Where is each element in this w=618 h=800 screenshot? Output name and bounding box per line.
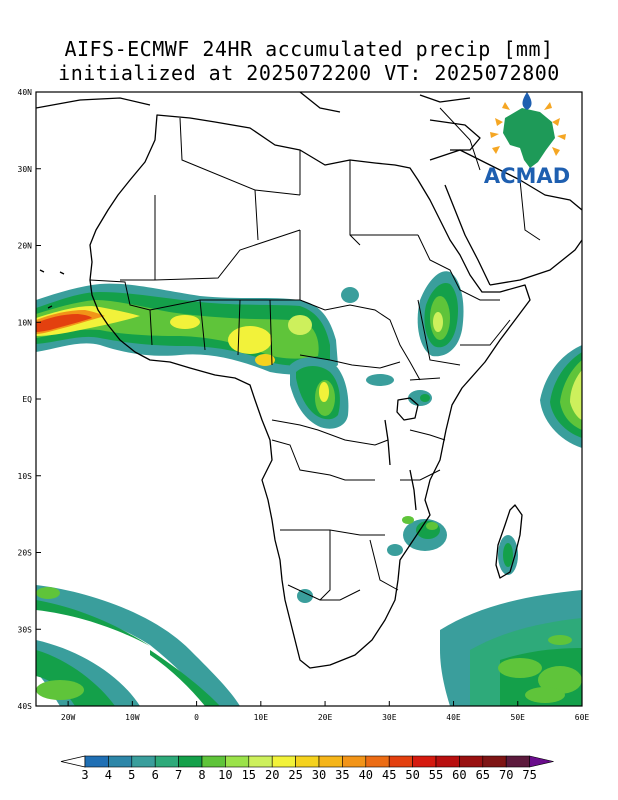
colorbar: 3 4 5 6 7 8 10 15 20 25 30 35 40 45 50 55 60 65 70 75 xyxy=(60,755,554,782)
mediterranean-north xyxy=(36,92,471,113)
y-tick-label: EQ xyxy=(22,395,32,404)
country-borders xyxy=(89,107,541,601)
colorbar-high-arrow xyxy=(529,755,554,768)
colorbar-swatch xyxy=(459,755,484,768)
x-tick-label: 60E xyxy=(575,713,590,722)
colorbar-swatch xyxy=(225,755,250,768)
colorbar-label: 55 xyxy=(429,768,443,782)
colorbar-label: 65 xyxy=(476,768,490,782)
sun-rays-icon xyxy=(490,102,566,156)
colorbar-swatch xyxy=(154,755,179,768)
cape-verde xyxy=(47,305,53,309)
colorbar-label: 10 xyxy=(218,768,232,782)
colorbar-swatch xyxy=(365,755,390,768)
madagascar-coastline xyxy=(495,504,523,579)
colorbar-swatch xyxy=(318,755,343,768)
red-sea-coast-east xyxy=(444,184,491,286)
lake-malawi xyxy=(409,469,417,511)
colorbar-label: 40 xyxy=(359,768,373,782)
colorbar-label: 70 xyxy=(499,768,513,782)
colorbar-label: 3 xyxy=(81,768,88,782)
colorbar-swatch xyxy=(505,755,530,768)
colorbar-swatch xyxy=(342,755,367,768)
colorbar-swatch xyxy=(412,755,437,768)
x-tick-label: 30E xyxy=(382,713,397,722)
colorbar-low-arrow xyxy=(60,755,86,768)
colorbar-swatch xyxy=(271,755,296,768)
colorbar-label: 7 xyxy=(175,768,182,782)
x-tick-label: 10E xyxy=(254,713,269,722)
y-tick-label: 40N xyxy=(18,88,33,97)
colorbar-label: 50 xyxy=(405,768,419,782)
y-tick-label: 30N xyxy=(18,165,33,174)
y-tick-label: 10S xyxy=(18,472,33,481)
acmad-logo: ACMAD xyxy=(484,92,570,188)
logo-text: ACMAD xyxy=(484,164,570,188)
colorbar-label: 8 xyxy=(198,768,205,782)
colorbar-swatch xyxy=(131,755,156,768)
precip-field-southern-ocean xyxy=(36,585,582,706)
colorbar-swatch xyxy=(482,755,507,768)
precip-field-indian-ocean xyxy=(540,345,582,448)
europe-coast xyxy=(429,119,481,151)
colorbar-label: 45 xyxy=(382,768,396,782)
arabia-south-coast xyxy=(489,239,582,286)
x-tick-label: 20E xyxy=(318,713,333,722)
y-axis: 40N 30N 20N 10N EQ 10S 20S 30S 40S xyxy=(18,88,41,711)
colorbar-label: 60 xyxy=(452,768,466,782)
map-title-line2: initialized at 2025072200 VT: 2025072800 xyxy=(58,61,560,85)
colorbar-label: 4 xyxy=(105,768,112,782)
water-drop-icon xyxy=(522,92,532,110)
canary-islands xyxy=(39,269,65,275)
x-tick-label: 20W xyxy=(61,713,76,722)
colorbar-label: 5 xyxy=(128,768,135,782)
x-tick-label: 0 xyxy=(194,713,199,722)
colorbar-swatch xyxy=(295,755,320,768)
colorbar-swatch xyxy=(201,755,226,768)
colorbar-label: 20 xyxy=(265,768,279,782)
colorbar-label: 6 xyxy=(152,768,159,782)
colorbar-swatch xyxy=(388,755,413,768)
precip-field-central-africa xyxy=(290,287,432,429)
lake-victoria xyxy=(396,397,419,421)
x-axis: 20W 10W 0 10E 20E 30E 40E 50E 60E xyxy=(61,701,590,722)
colorbar-swatch xyxy=(84,755,109,768)
map-title-line1: AIFS-ECMWF 24HR accumulated precip [mm] xyxy=(64,37,554,61)
colorbar-swatch xyxy=(248,755,273,768)
precip-field-southeast-africa xyxy=(297,516,518,603)
y-tick-label: 20S xyxy=(18,549,33,558)
x-tick-label: 50E xyxy=(511,713,526,722)
colorbar-label: 75 xyxy=(522,768,536,782)
map-plot-area: ACMAD xyxy=(36,92,582,706)
precip-field-atlantic-itcz xyxy=(36,283,338,375)
y-tick-label: 40S xyxy=(18,702,33,711)
colorbar-label: 15 xyxy=(242,768,256,782)
africa-coastline xyxy=(89,114,531,669)
x-tick-label: 10W xyxy=(125,713,140,722)
colorbar-label: 30 xyxy=(312,768,326,782)
colorbar-swatch xyxy=(178,755,203,768)
x-tick-label: 40E xyxy=(446,713,461,722)
y-tick-label: 30S xyxy=(18,625,33,634)
precip-field-ethiopian-highlands xyxy=(417,271,464,357)
colorbar-swatch xyxy=(435,755,460,768)
africa-silhouette-icon xyxy=(503,108,555,168)
colorbar-swatch xyxy=(108,755,133,768)
y-tick-label: 10N xyxy=(18,318,33,327)
y-tick-label: 20N xyxy=(18,242,33,251)
colorbar-label: 35 xyxy=(335,768,349,782)
coastlines xyxy=(36,92,582,669)
colorbar-label: 25 xyxy=(288,768,302,782)
